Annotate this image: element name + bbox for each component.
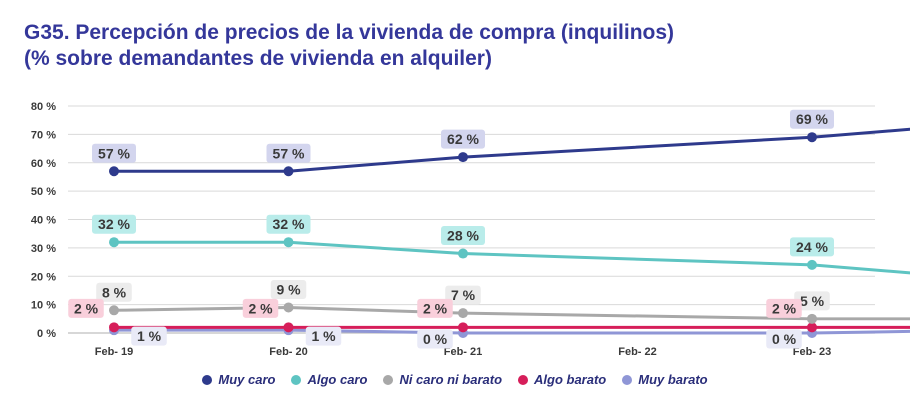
chart-legend: Muy caro Algo caro Ni caro ni barato Algo b… xyxy=(0,372,910,387)
data-label: 32 % xyxy=(273,216,305,232)
data-label-box xyxy=(68,298,104,318)
legend-item: Muy caro xyxy=(202,372,275,387)
data-label-box xyxy=(92,143,136,163)
data-label-box xyxy=(445,285,481,305)
data-label: 69 % xyxy=(796,111,828,127)
data-label-box xyxy=(766,329,802,349)
data-label: 62 % xyxy=(447,131,479,147)
legend-item: Algo caro xyxy=(291,372,367,387)
chart-title: G35. Percepción de precios de la viviend… xyxy=(24,20,674,72)
data-point xyxy=(283,237,294,248)
data-label: 32 % xyxy=(98,216,130,232)
series-line xyxy=(114,127,910,173)
data-label-box xyxy=(790,237,834,257)
data-label: 2 % xyxy=(423,300,448,316)
y-tick-label: 80 % xyxy=(31,101,56,113)
chart-title-line-1: G35. Percepción de precios de la viviend… xyxy=(24,21,675,44)
data-label: 0 % xyxy=(772,331,797,347)
legend-label: Muy barato xyxy=(638,372,708,387)
data-label: 1 % xyxy=(137,328,162,344)
legend-marker xyxy=(291,375,302,385)
chart-title-line-2: (% sobre demandantes de vivienda en alqu… xyxy=(24,47,492,70)
data-label: 7 % xyxy=(451,287,476,303)
data-point xyxy=(807,132,817,143)
data-label-box xyxy=(417,298,453,318)
legend-label: Muy caro xyxy=(218,372,276,387)
data-label: 57 % xyxy=(98,145,130,161)
data-point xyxy=(109,166,119,177)
data-point xyxy=(807,259,817,270)
data-label-box xyxy=(766,298,802,318)
data-label: 24 % xyxy=(796,239,828,255)
x-tick-label: Feb- 23 xyxy=(793,346,832,358)
x-tick-label: Feb- 19 xyxy=(95,346,134,358)
legend-item: Muy barato xyxy=(622,372,708,387)
legend-label: Algo barato xyxy=(534,372,607,387)
data-label-box xyxy=(131,326,167,346)
data-point xyxy=(109,237,119,248)
legend-marker xyxy=(622,375,633,385)
data-point xyxy=(283,322,294,333)
data-label: 2 % xyxy=(772,300,797,316)
data-label-box xyxy=(441,226,485,246)
data-label-box xyxy=(790,109,834,129)
data-point xyxy=(283,166,294,177)
data-point xyxy=(807,322,817,333)
data-point xyxy=(109,305,119,316)
data-label: 2 % xyxy=(74,300,99,316)
data-point xyxy=(283,302,294,313)
y-tick-label: 20 % xyxy=(31,271,56,283)
legend-item: Ni caro ni barato xyxy=(383,372,502,387)
data-label: 0 % xyxy=(423,331,448,347)
data-point xyxy=(109,322,119,333)
data-label: 2 % xyxy=(248,300,273,316)
data-label-box xyxy=(270,279,307,299)
y-tick-label: 60 % xyxy=(31,158,56,170)
data-label-box xyxy=(266,214,311,234)
data-label-box xyxy=(417,329,453,349)
data-label: 57 % xyxy=(273,145,305,161)
legend-label: Algo caro xyxy=(307,372,368,387)
y-tick-label: 10 % xyxy=(31,300,56,312)
legend-item: Algo barato xyxy=(518,372,606,387)
data-label: 28 % xyxy=(447,228,479,244)
y-tick-label: 40 % xyxy=(31,215,56,227)
data-label-box xyxy=(441,129,485,149)
legend-marker xyxy=(202,375,213,385)
data-point xyxy=(458,322,468,333)
data-point xyxy=(458,152,468,163)
data-label: 9 % xyxy=(276,281,301,297)
data-point xyxy=(807,313,817,324)
x-tick-label: Feb- 22 xyxy=(618,346,657,358)
y-tick-label: 30 % xyxy=(31,243,56,255)
data-point xyxy=(458,248,468,259)
data-label: 8 % xyxy=(102,284,127,300)
y-tick-label: 0 % xyxy=(37,328,56,340)
x-tick-label: Feb- 20 xyxy=(269,346,308,358)
data-point xyxy=(458,308,468,319)
data-label-box xyxy=(96,282,132,302)
y-tick-label: 50 % xyxy=(31,186,56,198)
data-label-box xyxy=(92,214,136,234)
x-tick-label: Feb- 21 xyxy=(444,346,483,358)
data-label-box xyxy=(794,291,830,311)
data-label-box xyxy=(242,298,279,318)
data-label-box xyxy=(305,326,342,346)
legend-marker xyxy=(383,375,394,385)
y-tick-label: 70 % xyxy=(31,129,56,141)
data-label: 1 % xyxy=(311,328,336,344)
legend-label: Ni caro ni barato xyxy=(399,372,503,387)
data-label-box xyxy=(266,143,311,163)
line-chart: 0 % 10 % 20 % 30 % 40 % 50 % 60 % 70 % 80 % Feb- … xyxy=(31,101,910,358)
legend-marker xyxy=(518,375,529,385)
data-label: 5 % xyxy=(800,293,825,309)
